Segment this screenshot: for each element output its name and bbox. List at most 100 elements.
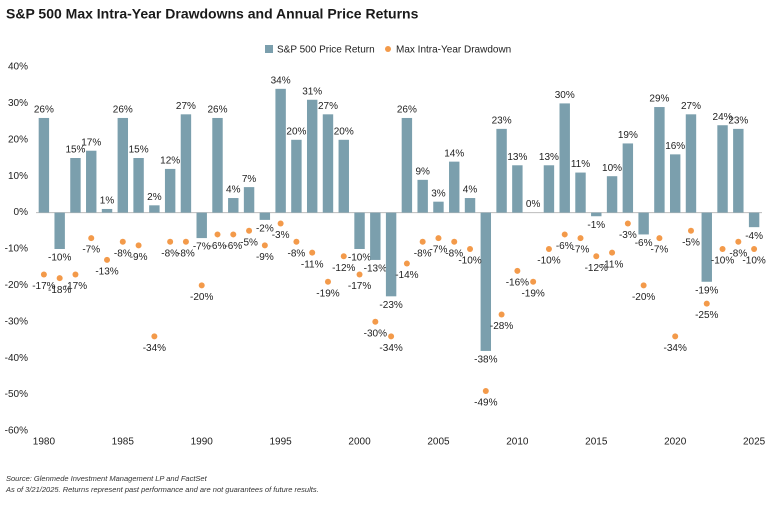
dot-label: -16% [506,277,529,288]
bar [164,168,176,213]
bar-label: 1% [100,196,115,207]
y-tick-label: -20% [5,280,28,291]
y-tick-label: -50% [5,389,28,400]
drawdown-dot [135,242,142,249]
x-tick-label: 2005 [427,437,450,448]
bar [685,114,697,213]
drawdown-dot [530,278,537,285]
drawdown-dot [482,387,489,394]
dot-label: -5% [682,237,700,248]
bar [417,179,428,213]
bar-label: 26% [113,105,133,116]
bar [275,88,286,213]
bar-label: -10% [348,253,371,264]
bar [259,212,271,220]
bar-label: 13% [539,152,559,163]
dot-label: -6% [224,241,242,252]
drawdown-dot [293,238,300,245]
x-tick-label: 2015 [585,437,608,448]
source-note: Source: Glenmede Investment Management L… [6,474,208,483]
dot-label: -20% [632,292,655,303]
drawdown-dot [609,249,616,256]
bar [354,212,365,249]
bar [717,125,728,213]
drawdown-dot [324,278,331,285]
drawdown-dot [656,235,663,242]
drawdown-dot [151,333,158,340]
x-tick-label: 2020 [664,437,687,448]
bar [606,176,618,213]
y-tick-label: 10% [8,171,28,182]
dot-label: -3% [272,230,290,241]
dot-label: -9% [256,252,274,263]
drawdown-dot [104,256,111,263]
bar-label: 20% [334,126,354,137]
drawdown-dot [198,282,205,289]
drawdown-dot [735,238,742,245]
drawdown-dot [545,246,552,252]
bar [38,117,50,213]
bar [638,212,649,235]
dot-label: -10% [742,256,765,267]
dot-label: -49% [474,398,497,409]
bar-label: -23% [379,300,402,311]
dot-label: -12% [585,263,608,274]
bar [306,99,318,213]
drawdown-dot [56,275,63,282]
bar [228,198,239,213]
x-tick-label: 1990 [191,437,214,448]
y-tick-label: -30% [5,316,28,327]
dot-label: -8% [729,248,747,259]
bar [464,198,476,213]
dot-label: -34% [143,343,166,354]
bar-label: 14% [444,148,464,159]
bar [575,172,586,213]
drawdown-dot [561,231,568,238]
drawdown-dot [277,220,284,227]
bar [370,212,381,260]
bar-label: -4% [745,231,763,242]
dot-label: -6% [556,241,574,252]
drawdown-dot [403,260,410,267]
bar [117,117,129,213]
bar-label: 17% [81,137,101,148]
bar [338,139,349,213]
bar [149,205,160,213]
bar-label: 12% [160,156,180,167]
dot-label: -8% [114,248,132,259]
drawdown-dot [246,227,253,234]
bar-label: 10% [602,163,622,174]
bar [101,208,113,213]
drawdown-dot [40,271,47,278]
bar-label: -6% [635,238,653,249]
dot-label: -7% [651,245,669,256]
bar-label: 19% [618,130,638,141]
bar [543,165,555,213]
dot-label: -8% [414,248,432,259]
bar [496,128,507,213]
drawdown-dot [703,300,710,307]
bar-label: 27% [681,101,701,112]
bar [212,117,223,213]
bar-label: 2% [147,192,162,203]
bar-label: 20% [286,126,306,137]
dot-label: -12% [332,263,355,274]
dot-label: -17% [32,281,55,292]
bar-label: 24% [713,112,733,123]
drawdown-dot [340,253,347,260]
dot-label: -10% [711,256,734,267]
drawdown-dot [435,235,442,242]
bar-label: 16% [665,141,685,152]
dot-label: -9% [130,252,148,263]
bar-label: 11% [571,159,590,170]
bar [591,212,602,217]
dot-label: -34% [379,343,402,354]
bar [401,117,413,213]
y-tick-label: 40% [8,62,28,73]
bar-label: 15% [65,145,85,156]
drawdown-dot [182,238,189,245]
bar-label: 0% [526,199,541,210]
drawdown-dot [72,271,79,278]
drawdown-dot [451,238,458,245]
